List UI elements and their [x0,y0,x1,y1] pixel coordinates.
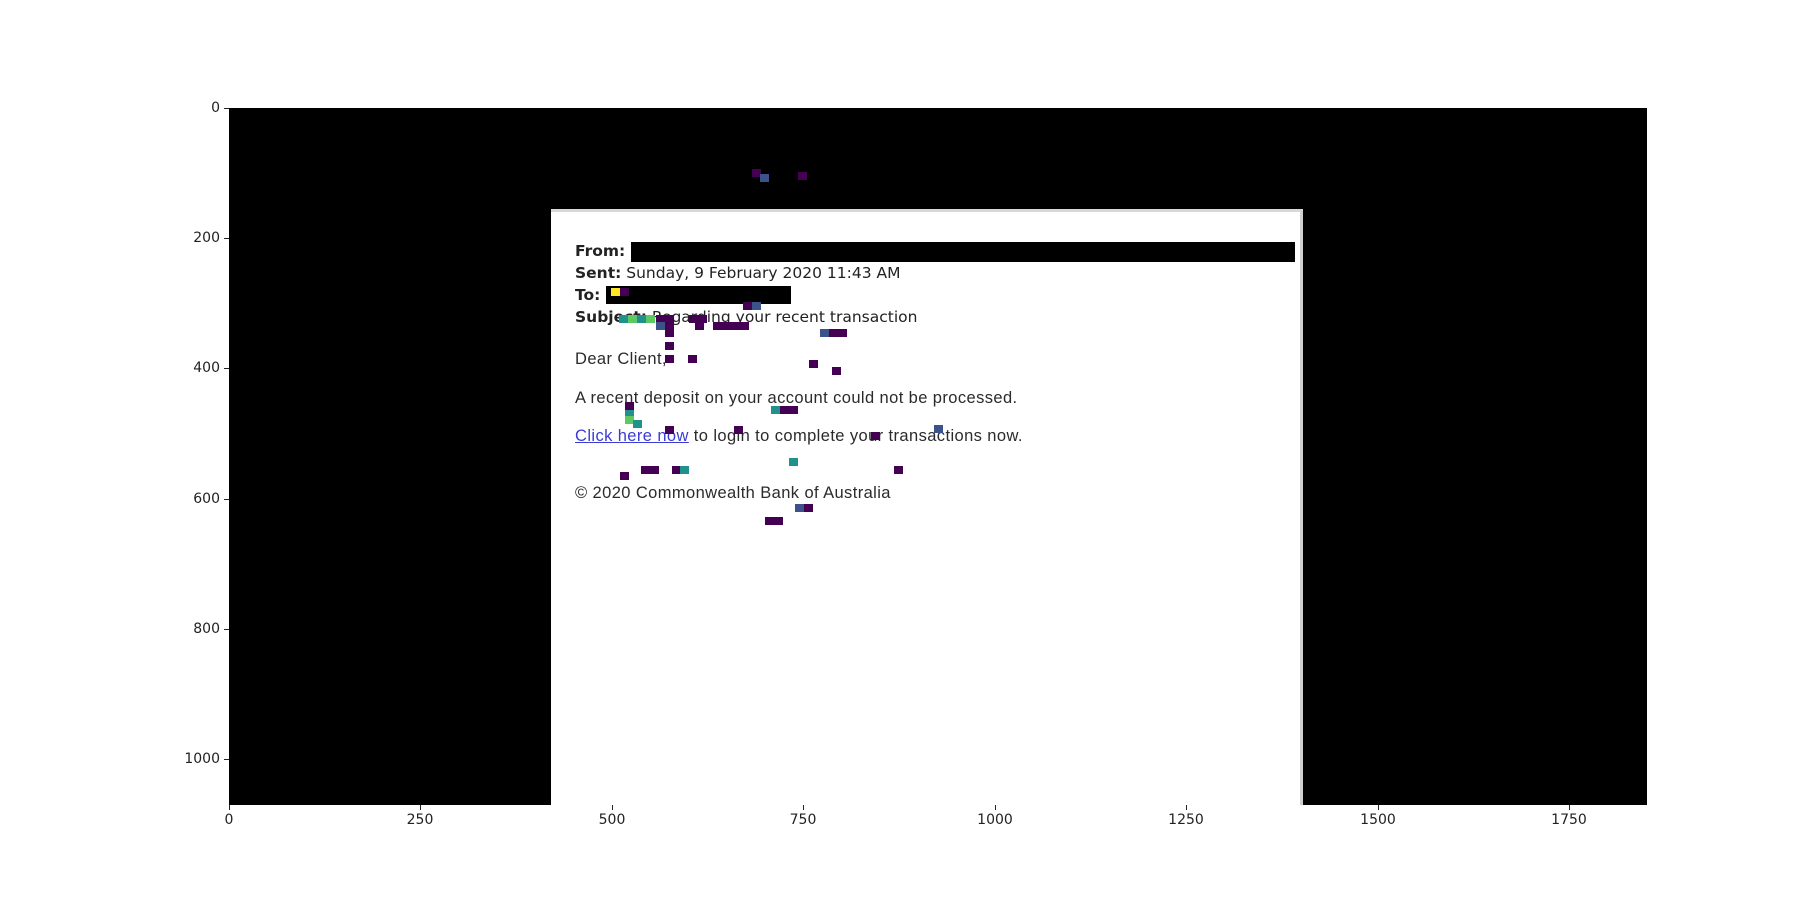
x-tick [1569,805,1570,810]
sent-label: Sent: [575,264,622,282]
noise-pixel [809,360,818,368]
noise-pixel [780,406,789,414]
noise-pixel [620,288,629,296]
noise-pixel [625,402,634,410]
noise-pixel [665,426,674,434]
y-tick [224,108,229,109]
x-tick [612,805,613,810]
y-tick-label: 0 [211,100,220,116]
x-tick-label: 750 [789,812,817,828]
noise-pixel [743,302,752,310]
noise-pixel [689,315,698,323]
from-row: From: [575,242,625,260]
noise-pixel [665,355,674,363]
noise-pixel [665,342,674,350]
noise-pixel [731,322,740,330]
noise-pixel [625,416,634,424]
noise-pixel [804,504,813,512]
sent-value: Sunday, 9 February 2020 11:43 AM [626,264,901,282]
x-tick [995,805,996,810]
noise-pixel [838,329,847,337]
noise-pixel [641,466,650,474]
x-tick-label: 1000 [977,812,1013,828]
noise-pixel [871,432,880,440]
noise-pixel [646,315,655,323]
noise-pixel [774,517,783,525]
noise-pixel [713,322,722,330]
redacted-sender [631,242,1295,262]
sent-row: Sent: Sunday, 9 February 2020 11:43 AM [575,264,900,282]
x-tick-label: 500 [598,812,626,828]
x-tick-label: 250 [406,812,434,828]
y-tick-label: 200 [193,230,220,246]
noise-pixel [656,322,665,330]
noise-pixel [820,329,829,337]
noise-pixel [619,315,628,323]
footer-copyright: © 2020 Commonwealth Bank of Australia [575,484,891,502]
x-tick-label: 1750 [1551,812,1587,828]
x-tick-label: 1250 [1168,812,1204,828]
noise-pixel [752,302,761,310]
y-tick [224,759,229,760]
noise-pixel [752,169,761,177]
noise-pixel [650,466,659,474]
y-tick-label: 400 [193,360,220,376]
y-tick-label: 600 [193,491,220,507]
noise-pixel [832,367,841,375]
body-line-login: Click here now to login to complete your… [575,427,1023,446]
subject-value: Regarding your recent transaction [651,308,918,326]
y-tick [224,629,229,630]
noise-pixel [680,466,689,474]
noise-pixel [672,466,681,474]
noise-pixel [665,315,674,323]
noise-pixel [740,322,749,330]
phishing-link[interactable]: Click here now [575,427,689,445]
to-row: To: [575,286,600,304]
greeting: Dear Client, [575,350,667,368]
noise-pixel [695,322,704,330]
noise-pixel [625,410,634,418]
x-tick-label: 0 [224,812,234,828]
noise-pixel [765,517,774,525]
to-label: To: [575,286,601,304]
x-tick [1378,805,1379,810]
noise-pixel [688,355,697,363]
x-tick [420,805,421,810]
y-tick [224,368,229,369]
y-tick [224,499,229,500]
noise-pixel [894,466,903,474]
y-tick-label: 800 [193,621,220,637]
noise-pixel [665,322,674,330]
x-tick [803,805,804,810]
noise-pixel [734,426,743,434]
noise-pixel [633,420,642,428]
noise-pixel [798,172,807,180]
body-line-deposit: A recent deposit on your account could n… [575,389,1018,407]
noise-pixel [771,406,780,414]
x-tick [1186,805,1187,810]
y-tick-label: 1000 [184,751,220,767]
noise-pixel [722,322,731,330]
noise-pixel [637,315,646,323]
noise-pixel [698,315,707,323]
email-screenshot: From: Sent: Sunday, 9 February 2020 11:4… [551,209,1303,805]
x-tick [229,805,230,810]
noise-pixel [620,472,629,480]
noise-pixel [934,425,943,433]
noise-pixel [628,315,637,323]
image-axes-frame: From: Sent: Sunday, 9 February 2020 11:4… [229,108,1647,805]
noise-pixel [829,329,838,337]
from-label: From: [575,242,626,260]
subject-row: Subject: Regarding your recent transacti… [575,308,917,326]
noise-pixel [789,458,798,466]
y-tick [224,238,229,239]
noise-pixel [656,315,665,323]
noise-pixel [795,504,804,512]
noise-pixel [760,174,769,182]
noise-pixel [611,288,620,296]
redacted-recipient [606,286,791,304]
noise-pixel [665,329,674,337]
x-tick-label: 1500 [1360,812,1396,828]
noise-pixel [789,406,798,414]
